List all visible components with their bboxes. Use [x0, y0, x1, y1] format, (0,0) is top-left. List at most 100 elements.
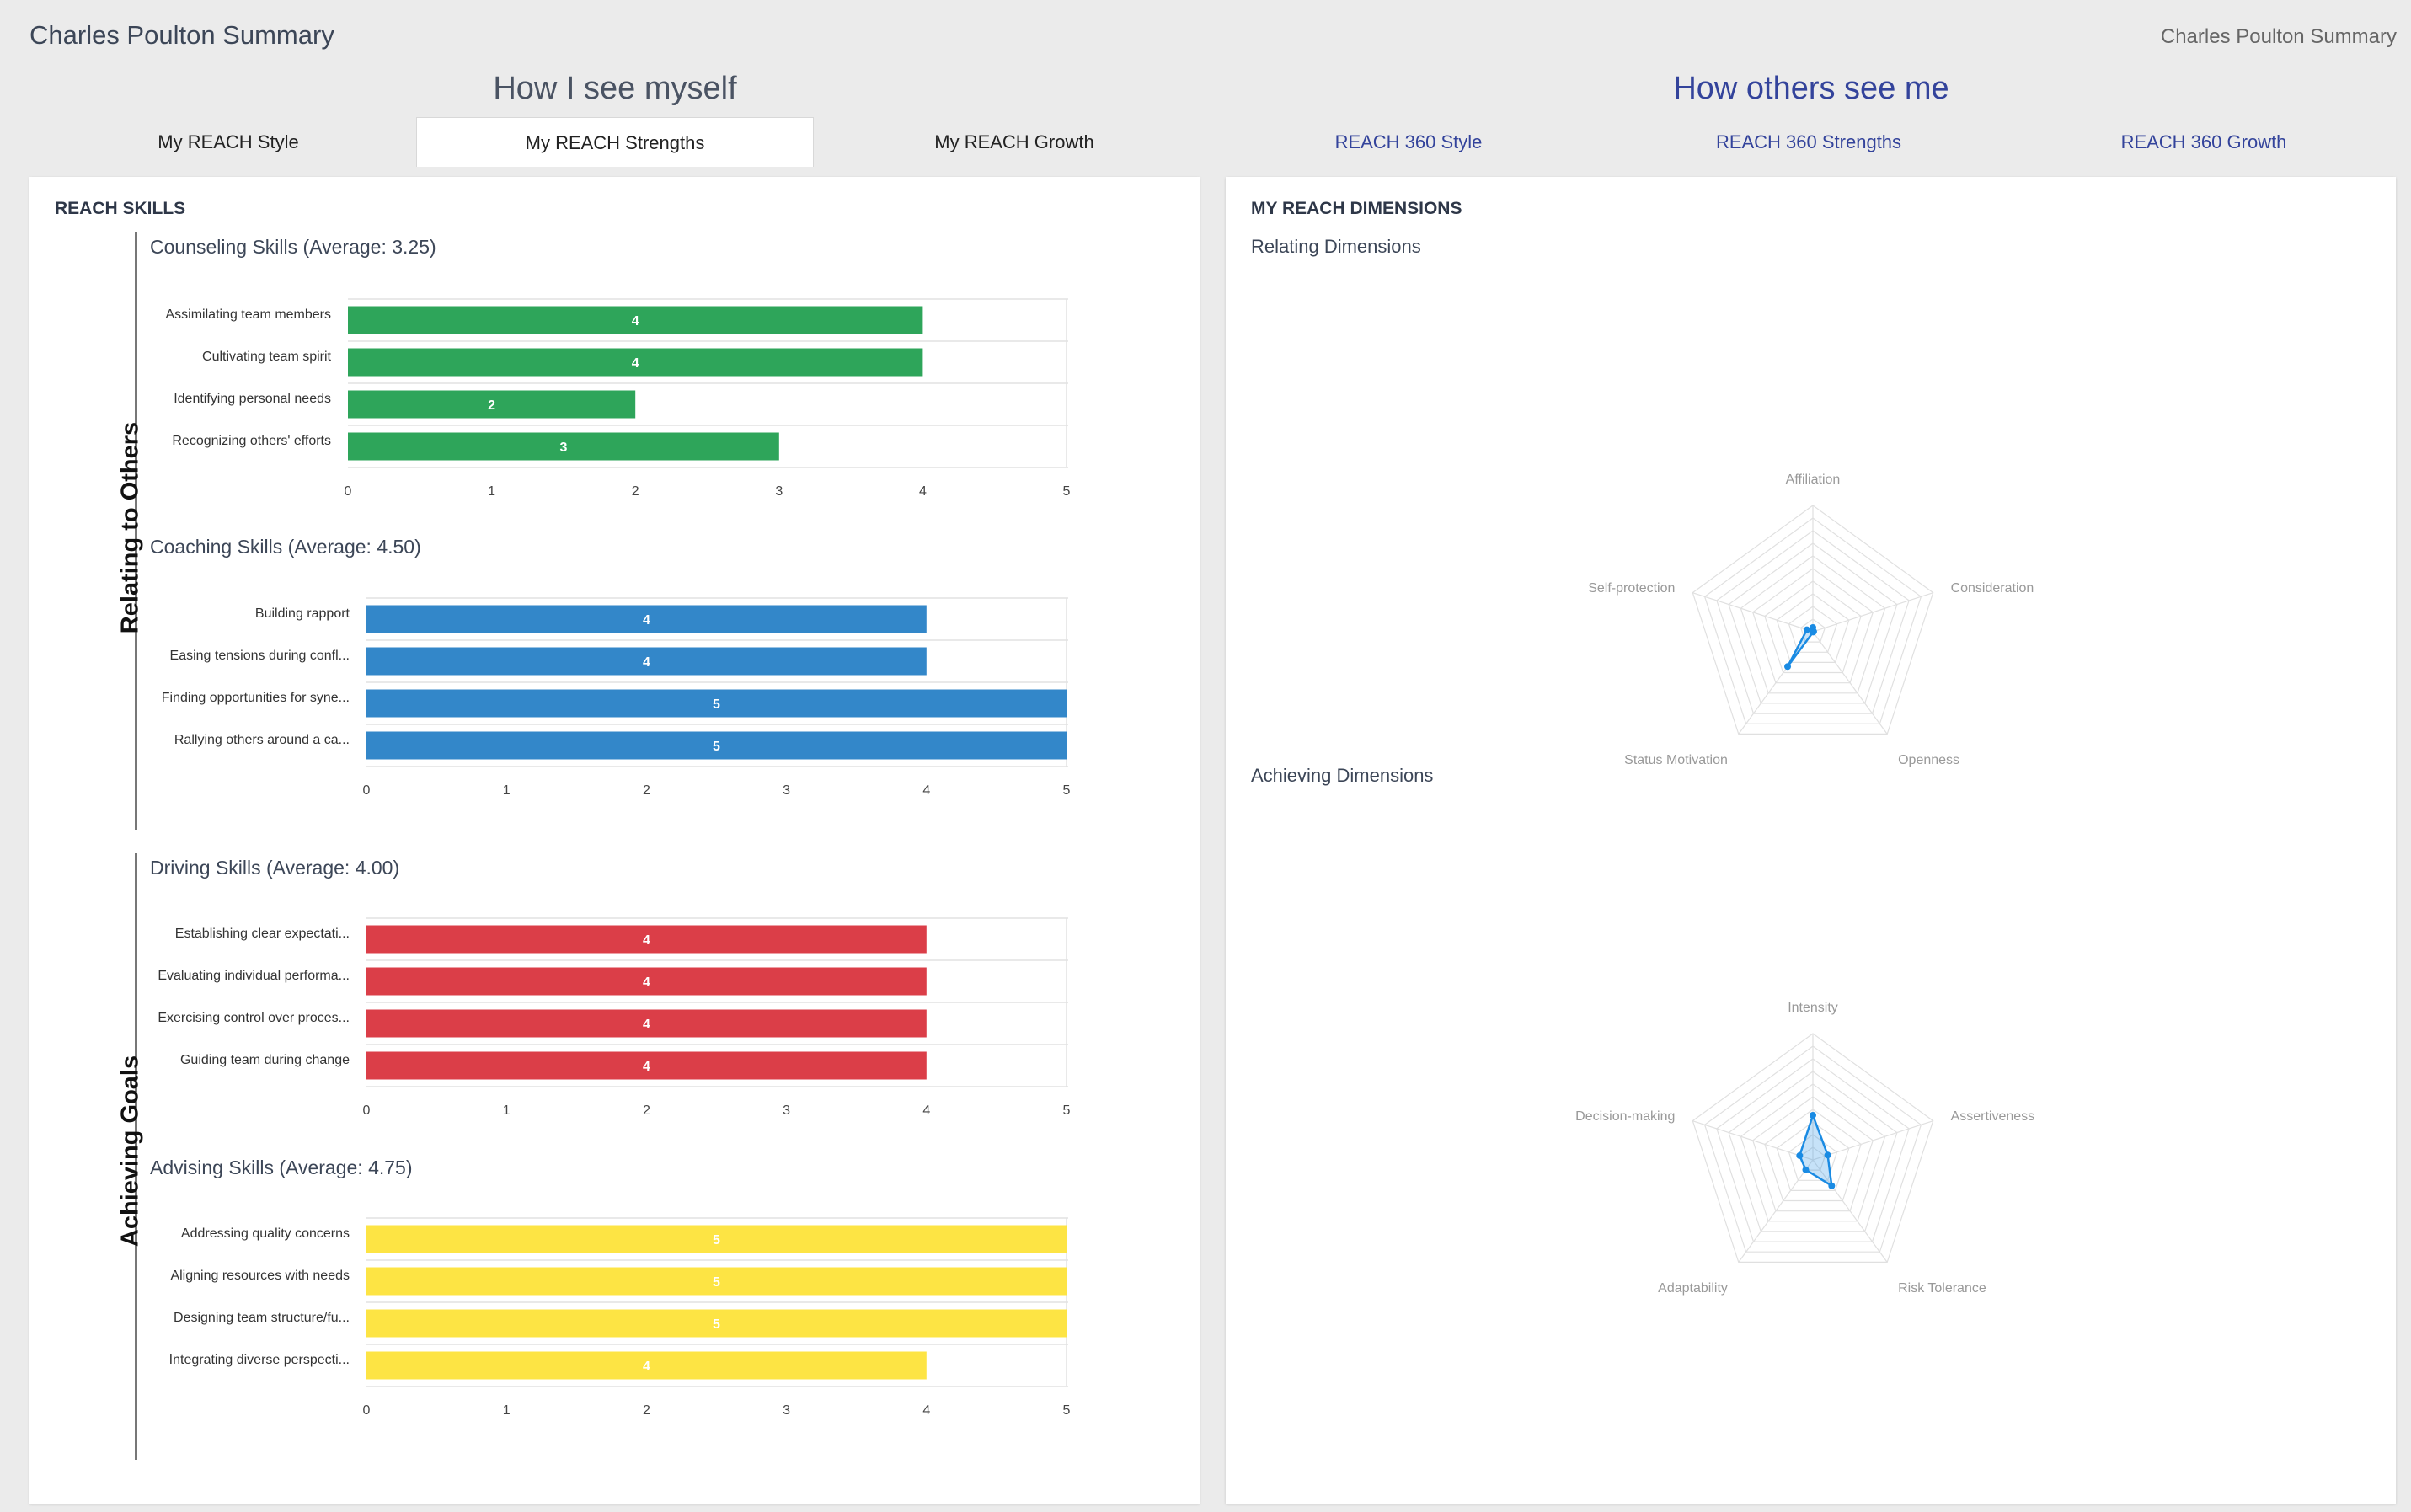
- reach-dimensions-panel: MY REACH DIMENSIONS Relating Dimensions …: [1226, 177, 2396, 1504]
- radar-axis-label: Risk Tolerance: [1898, 1281, 1986, 1296]
- bar: [366, 1051, 927, 1080]
- chart-title-coaching: Coaching Skills (Average: 4.50): [150, 536, 421, 558]
- tick-label: 5: [1063, 1403, 1071, 1418]
- chart-title-driving: Driving Skills (Average: 4.00): [150, 857, 400, 879]
- radar-ring: [1799, 618, 1826, 643]
- bar-value-label: 4: [632, 356, 639, 371]
- chart-title-counseling: Counseling Skills (Average: 3.25): [150, 236, 436, 258]
- counseling-skills-chart: 4 Assimilating team members 4 Cultivating t…: [158, 298, 1071, 1418]
- bar-value-label: 4: [643, 933, 650, 948]
- category-label: Finding opportunities for syne...: [162, 691, 350, 705]
- section-heading-self: How I see myself: [493, 71, 737, 106]
- tick-label: 5: [1063, 783, 1071, 798]
- radar-ring: [1776, 1121, 1850, 1192]
- tab-reach-360-style[interactable]: REACH 360 Style: [1334, 131, 1483, 152]
- category-label: Integrating diverse perspecti...: [169, 1353, 350, 1367]
- radar-point: [1784, 663, 1792, 671]
- bar-value-label: 4: [643, 1060, 650, 1074]
- tab-my-reach-style[interactable]: My REACH Style: [158, 131, 299, 152]
- radar-ring: [1764, 580, 1862, 674]
- category-label: Recognizing others' efforts: [172, 434, 331, 448]
- section-heading-others: How others see me: [1673, 71, 1949, 106]
- bar-value-label: 5: [713, 1317, 720, 1332]
- category-label: Evaluating individual performa...: [158, 969, 350, 983]
- category-label: Rallying others around a ca...: [174, 733, 350, 747]
- bar-value-label: 4: [643, 655, 650, 670]
- category-label: Guiding team during change: [180, 1053, 350, 1067]
- radar-axis-label: Adaptability: [1658, 1281, 1728, 1296]
- tick-label: 3: [783, 1103, 790, 1118]
- tab-my-reach-growth[interactable]: My REACH Growth: [934, 131, 1094, 152]
- radar-spoke: [1692, 592, 1814, 633]
- category-label: Building rapport: [255, 606, 350, 621]
- bar-chart-1: 4 Building rapport 4 Easing tensions during…: [162, 597, 1071, 798]
- tab-reach-360-strengths[interactable]: REACH 360 Strengths: [1715, 131, 1902, 152]
- tab-bar: My REACH Style My REACH Strengths My REA…: [29, 117, 2395, 168]
- bar-value-label: 3: [559, 441, 567, 455]
- bar-value-label: 4: [632, 314, 639, 329]
- radar-point: [1796, 1151, 1804, 1159]
- radar-ring: [1751, 568, 1874, 684]
- radar-spoke: [1692, 1120, 1814, 1161]
- bar: [366, 1225, 1067, 1253]
- radar-ring: [1751, 1096, 1874, 1212]
- tick-label: 2: [632, 484, 639, 499]
- bar-value-label: 5: [713, 1233, 720, 1248]
- radar-axis-label: Consideration: [1951, 581, 2034, 596]
- bar-value-label: 4: [643, 1018, 650, 1032]
- tab-reach-360-growth[interactable]: REACH 360 Growth: [2120, 131, 2287, 152]
- radar-ring: [1776, 593, 1850, 664]
- tick-label: 4: [919, 484, 927, 499]
- bar: [366, 967, 927, 996]
- bar-value-label: 4: [643, 613, 650, 628]
- radar-ring: [1703, 517, 1922, 724]
- group-rule-achieving: [135, 853, 137, 1460]
- tick-label: 1: [503, 1403, 511, 1418]
- bar: [348, 390, 636, 419]
- radar-ring: [1764, 1109, 1862, 1202]
- radar-spoke: [1812, 631, 1888, 735]
- category-label: Establishing clear expectati...: [175, 927, 350, 941]
- bar: [366, 1267, 1067, 1296]
- tick-label: 2: [643, 1403, 650, 1418]
- radar-chart-0: Affiliation Consideration Openness Status M…: [1588, 473, 2034, 767]
- breadcrumb: Charles Poulton Summary: [2160, 25, 2397, 48]
- achieving-dimensions-title: Achieving Dimensions: [1251, 765, 1434, 786]
- bar: [366, 605, 927, 633]
- radar-chart-1: Intensity Assertiveness Risk Tolerance Adap…: [1575, 1001, 2034, 1296]
- radar-ring: [1788, 606, 1838, 653]
- tab-my-reach-strengths[interactable]: My REACH Strengths: [416, 117, 814, 167]
- radar-axis-label: Intensity: [1788, 1001, 1838, 1015]
- bar: [348, 306, 923, 334]
- bar-chart-3: 5 Addressing quality concerns 5 Aligning re…: [169, 1217, 1071, 1418]
- radar-point: [1828, 1182, 1836, 1189]
- radar-ring: [1728, 542, 1898, 704]
- radar-ring: [1692, 1033, 1934, 1264]
- radar-point: [1802, 1166, 1810, 1173]
- tick-label: 2: [643, 783, 650, 798]
- radar-ring: [1716, 1058, 1910, 1242]
- bar: [366, 731, 1067, 760]
- tick-label: 1: [503, 783, 511, 798]
- radar-ring: [1728, 1071, 1898, 1232]
- tick-label: 3: [783, 1403, 790, 1418]
- bar-value-label: 4: [643, 1360, 650, 1374]
- tick-label: 1: [503, 1103, 511, 1118]
- radar-ring: [1788, 1134, 1838, 1181]
- tick-label: 4: [922, 783, 930, 798]
- category-label: Aligning resources with needs: [170, 1269, 350, 1283]
- radar-ring: [1740, 555, 1886, 694]
- group-rule-relating: [135, 232, 137, 830]
- radar-spoke: [1812, 592, 1933, 633]
- radar-ring: [1703, 1045, 1922, 1253]
- radar-point: [1824, 1151, 1831, 1159]
- bar-chart-0: 4 Assimilating team members 4 Cultivating t…: [166, 298, 1071, 499]
- bar: [366, 689, 1067, 718]
- radar-point: [1810, 1112, 1816, 1119]
- category-label: Identifying personal needs: [174, 392, 331, 406]
- tick-label: 5: [1063, 484, 1071, 499]
- bar: [348, 348, 923, 377]
- bar-value-label: 5: [713, 740, 720, 754]
- reach-skills-panel: REACH SKILLS Relating to Others Achievin…: [29, 177, 1200, 1504]
- bar: [366, 1009, 927, 1038]
